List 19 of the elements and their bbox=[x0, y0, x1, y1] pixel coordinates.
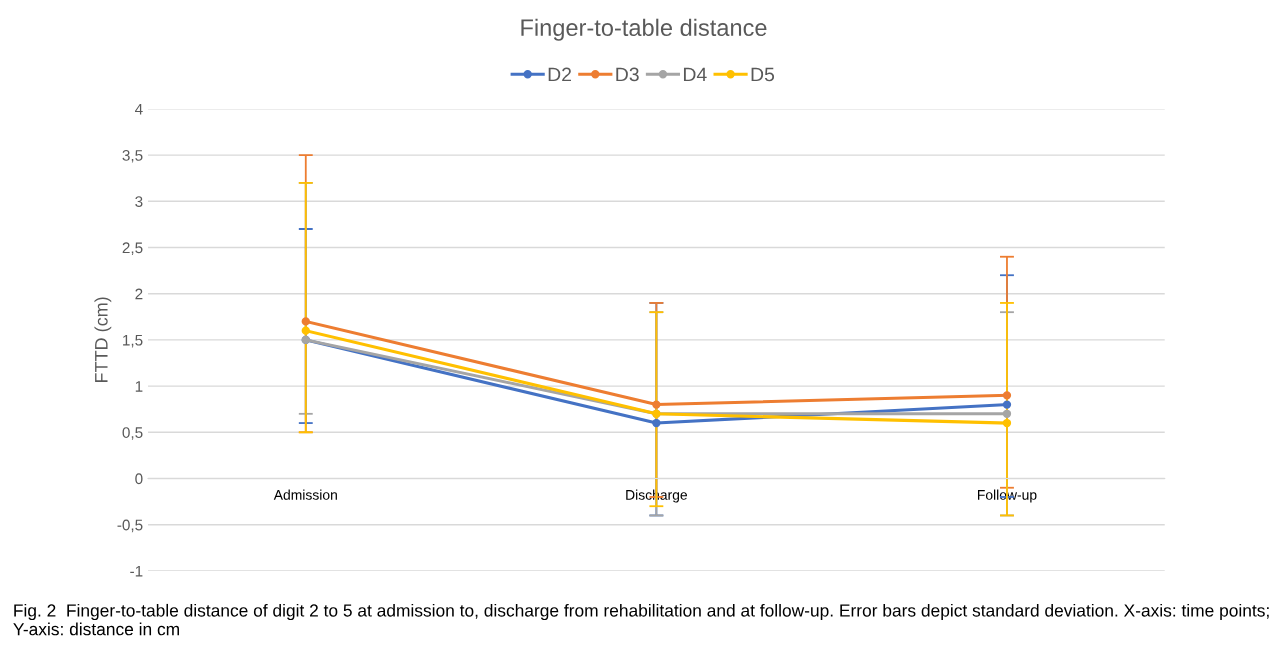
legend-label: D3 bbox=[616, 67, 639, 82]
chart-title: Finger-to-table distance bbox=[521, 18, 767, 41]
caption: Fig. 2 Finger-to-table distance of digit 2 to 5 at admission to, discharge from rehabilitation and at follow-up. Error bars depict standard deviation. X-axis: time points; Y-axis: distance in cm bbox=[13, 603, 1269, 636]
y-axis-title: FTTD (cm) bbox=[94, 297, 112, 383]
x-tick-label: Admission bbox=[273, 489, 337, 500]
legend-label: D4 bbox=[683, 67, 707, 82]
y-tick-label: 2 bbox=[135, 288, 143, 300]
y-tick-label: 0,5 bbox=[122, 427, 143, 440]
y-tick-label: 0 bbox=[135, 473, 143, 485]
y-tick-label: 3,5 bbox=[122, 149, 143, 163]
legend-label: D5 bbox=[751, 67, 775, 82]
y-tick-label: -1 bbox=[130, 565, 143, 577]
y-tick-label: 1,5 bbox=[123, 334, 143, 348]
y-tick-label: 1 bbox=[135, 381, 143, 392]
y-tick-label: 2,5 bbox=[122, 242, 143, 255]
y-tick-label: 3 bbox=[135, 196, 143, 207]
y-tick-label: -0,5 bbox=[117, 519, 143, 533]
legend-label: D2 bbox=[548, 67, 571, 82]
y-tick-label: 4 bbox=[135, 103, 143, 115]
